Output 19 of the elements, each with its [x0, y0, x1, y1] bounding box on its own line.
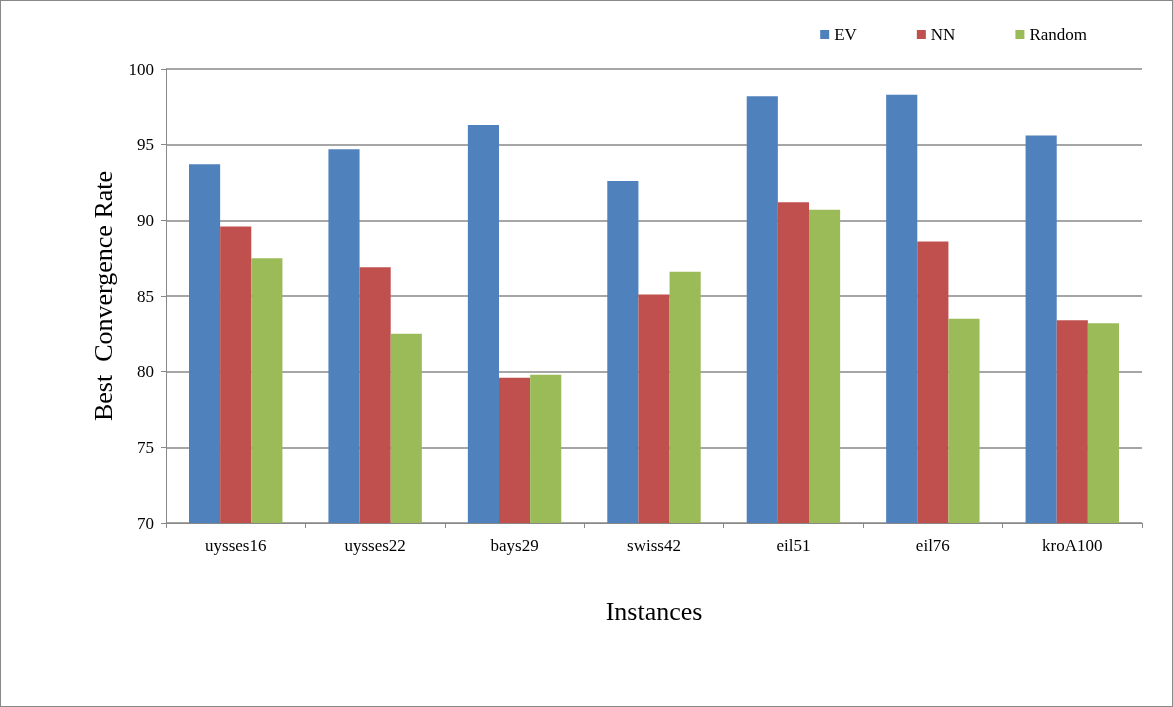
- x-tick-label: bays29: [490, 536, 539, 555]
- y-tick-label: 95: [137, 135, 154, 155]
- legend-label: NN: [930, 25, 956, 44]
- x-tick-label: kroA100: [1042, 536, 1103, 555]
- x-tick-label: eil51: [776, 536, 811, 555]
- y-tick-label: 70: [137, 513, 154, 533]
- x-tick-label: eil76: [915, 536, 950, 555]
- legend-label: Random: [1029, 25, 1087, 44]
- x-tick-label: uysses22: [344, 536, 406, 555]
- x-tick-label: uysses16: [205, 536, 267, 555]
- y-tick-label: 100: [128, 59, 154, 79]
- x-tick-label: swiss42: [627, 536, 681, 555]
- y-tick-label: 90: [137, 210, 154, 230]
- y-axis-title: Best Convergence Rate: [88, 170, 118, 422]
- x-axis-title: Instances: [605, 596, 703, 626]
- y-tick-label: 85: [137, 286, 154, 306]
- y-tick-label: 75: [137, 437, 154, 457]
- legend-label: EV: [834, 25, 858, 44]
- y-tick-label: 80: [137, 362, 154, 382]
